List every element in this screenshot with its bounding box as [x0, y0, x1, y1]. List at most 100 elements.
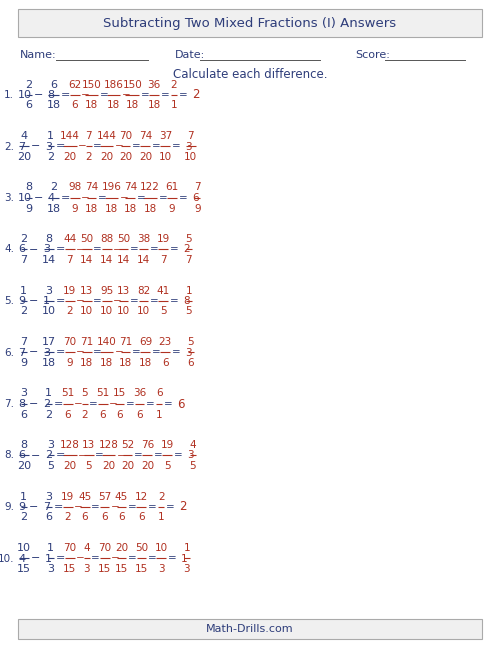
Text: 2: 2	[47, 152, 54, 162]
Text: 10: 10	[137, 307, 150, 316]
Text: 10: 10	[80, 307, 94, 316]
Text: 2: 2	[50, 182, 57, 193]
Text: 1: 1	[182, 553, 188, 564]
Text: 51: 51	[96, 388, 109, 399]
Text: 10: 10	[100, 307, 113, 316]
Text: =: =	[130, 296, 139, 306]
Text: 15: 15	[113, 388, 126, 399]
Text: =: =	[94, 296, 102, 306]
Text: −: −	[32, 553, 40, 564]
Text: −: −	[115, 347, 124, 358]
Text: 7: 7	[188, 131, 194, 141]
Text: =: =	[98, 193, 107, 203]
Text: =: =	[56, 553, 66, 564]
Text: 82: 82	[137, 285, 150, 296]
Text: =: =	[94, 245, 102, 254]
Text: 1: 1	[45, 388, 52, 399]
Text: 62: 62	[68, 80, 82, 89]
Text: 18: 18	[148, 100, 160, 111]
Text: 6: 6	[100, 410, 106, 419]
Text: 2: 2	[43, 399, 50, 409]
Text: 7: 7	[20, 255, 28, 265]
Text: 4.: 4.	[4, 245, 14, 254]
Text: =: =	[92, 553, 100, 564]
Text: 6: 6	[64, 410, 71, 419]
Text: 70: 70	[64, 337, 76, 347]
Text: 50: 50	[117, 234, 130, 244]
Text: 10.: 10.	[0, 553, 14, 564]
Text: =: =	[56, 296, 66, 306]
Text: 7.: 7.	[4, 399, 14, 409]
Text: 6: 6	[162, 358, 168, 368]
Text: 3.: 3.	[4, 193, 14, 203]
Text: 7: 7	[20, 337, 28, 347]
Text: 150: 150	[82, 80, 102, 89]
Text: −: −	[74, 399, 83, 409]
Text: 2: 2	[158, 492, 164, 501]
Text: 51: 51	[61, 388, 74, 399]
Text: −: −	[78, 450, 87, 461]
Text: 4: 4	[190, 440, 196, 450]
Text: Name:: Name:	[20, 50, 57, 60]
Text: 98: 98	[68, 182, 82, 193]
Text: 128: 128	[60, 440, 80, 450]
Text: 7: 7	[66, 255, 73, 265]
Text: 18: 18	[100, 358, 114, 368]
Text: −: −	[111, 553, 120, 564]
Text: 9: 9	[66, 358, 73, 368]
Text: =: =	[61, 193, 70, 203]
Text: −: −	[32, 142, 40, 151]
Text: =: =	[150, 245, 158, 254]
Text: 6.: 6.	[4, 347, 14, 358]
Text: 15: 15	[135, 564, 148, 574]
Text: −: −	[120, 193, 128, 203]
Text: 7: 7	[160, 255, 166, 265]
Text: 7: 7	[18, 347, 25, 358]
Text: 61: 61	[166, 182, 178, 193]
Text: 2: 2	[66, 307, 73, 316]
Text: 37: 37	[158, 131, 172, 141]
Text: 50: 50	[135, 543, 148, 553]
Text: =: =	[56, 347, 66, 358]
Text: 5: 5	[164, 461, 170, 471]
Text: 74: 74	[124, 182, 137, 193]
Text: −: −	[32, 450, 40, 461]
Text: 2.: 2.	[4, 142, 14, 151]
Text: 122: 122	[140, 182, 160, 193]
Text: −: −	[113, 245, 122, 254]
Text: 18: 18	[80, 358, 94, 368]
Text: 20: 20	[139, 152, 152, 162]
Text: 18: 18	[139, 358, 152, 368]
Text: 6: 6	[72, 100, 78, 111]
Text: 1: 1	[20, 492, 28, 501]
Text: =: =	[61, 90, 70, 100]
Text: =: =	[137, 193, 145, 203]
Text: 13: 13	[80, 285, 94, 296]
Text: 70: 70	[98, 543, 112, 553]
Text: 20: 20	[64, 152, 76, 162]
Text: 3: 3	[48, 564, 54, 574]
Text: =: =	[160, 90, 170, 100]
Text: −: −	[29, 245, 38, 254]
Text: 10: 10	[18, 193, 32, 203]
Text: 14: 14	[100, 255, 114, 265]
Text: 144: 144	[96, 131, 116, 141]
Text: 1: 1	[158, 512, 164, 523]
Text: =: =	[54, 502, 64, 512]
Text: 2: 2	[170, 80, 177, 89]
Text: 18: 18	[46, 204, 60, 214]
Text: 6: 6	[82, 512, 88, 523]
Text: −: −	[109, 399, 118, 409]
Text: 7: 7	[86, 131, 92, 141]
Text: 74: 74	[139, 131, 152, 141]
Text: −: −	[81, 193, 90, 203]
Text: −: −	[29, 399, 38, 409]
Text: =: =	[172, 347, 180, 358]
Text: 6: 6	[192, 193, 198, 203]
Text: 9: 9	[194, 204, 201, 214]
Text: 3: 3	[43, 245, 50, 254]
Text: 1: 1	[48, 131, 54, 141]
Text: 23: 23	[158, 337, 172, 347]
Text: −: −	[78, 142, 87, 151]
Text: 45: 45	[78, 492, 92, 501]
